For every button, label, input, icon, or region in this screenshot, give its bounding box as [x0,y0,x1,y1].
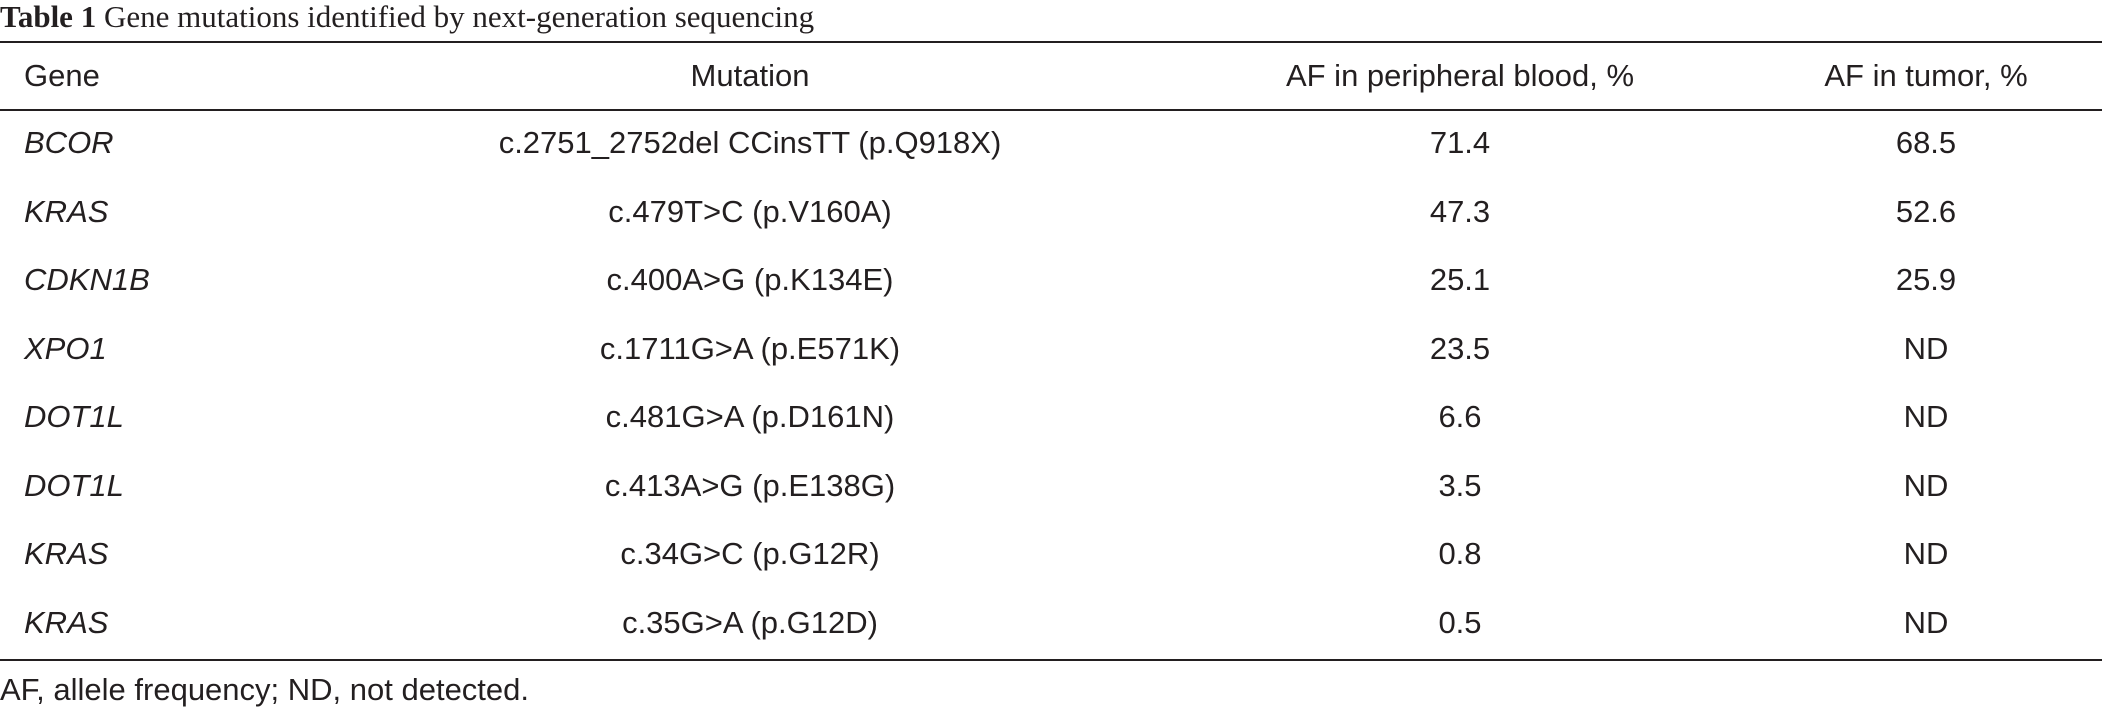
mutation-cell: c.34G>C (p.G12R) [620,536,880,572]
gene-cell: KRAS [24,193,109,229]
mutation-cell: c.1711G>A (p.E571K) [599,330,901,366]
mutations-table: Gene Mutation AF in peripheral blood, % … [0,43,2102,657]
table-row: XPO1 c.1711G>A (p.E571K) 23.5 ND [0,315,2102,384]
table-row: KRAS c.34G>C (p.G12R) 0.8 ND [0,520,2102,589]
table-row: KRAS c.35G>A (p.G12D) 0.5 ND [0,589,2102,658]
table-header-rule [0,109,2102,111]
af-blood-cell: 71.4 [1429,125,1491,161]
af-blood-cell: 23.5 [1429,330,1491,366]
table-footnote: AF, allele frequency; ND, not detected. [0,672,530,707]
af-blood-cell: 47.3 [1429,193,1491,229]
mutation-cell: c.2751_2752del CCinsTT (p.Q918X) [498,125,1002,161]
af-tumor-cell: 68.5 [1895,125,1957,161]
af-tumor-cell: ND [1903,330,1949,366]
table-bottom-rule [0,659,2102,661]
gene-cell: KRAS [24,536,109,572]
table-row: DOT1L c.481G>A (p.D161N) 6.6 ND [0,383,2102,452]
table-caption-text: Gene mutations identified by next-genera… [103,0,815,34]
af-blood-cell: 25.1 [1429,262,1491,298]
af-blood-cell: 0.8 [1438,536,1482,572]
table-caption-label: Table 1 [0,0,97,34]
mutation-cell: c.400A>G (p.K134E) [606,262,894,298]
af-blood-cell: 6.6 [1438,399,1482,435]
column-header-af-blood: AF in peripheral blood, % [1285,58,1635,93]
table-header-row: Gene Mutation AF in peripheral blood, % … [0,43,2102,109]
gene-cell: KRAS [24,604,109,640]
af-tumor-cell: ND [1903,399,1949,435]
table-caption: Table 1 Gene mutations identified by nex… [0,0,814,40]
table-row: CDKN1B c.400A>G (p.K134E) 25.1 25.9 [0,246,2102,315]
column-header-mutation: Mutation [690,58,810,93]
gene-cell: CDKN1B [24,262,150,298]
mutation-cell: c.481G>A (p.D161N) [605,399,895,435]
column-header-af-tumor: AF in tumor, % [1824,58,2028,93]
gene-cell: DOT1L [24,399,124,435]
mutation-cell: c.413A>G (p.E138G) [604,467,896,503]
gene-cell: DOT1L [24,467,124,503]
mutation-cell: c.479T>C (p.V160A) [608,193,892,229]
af-tumor-cell: ND [1903,604,1949,640]
af-tumor-cell: 52.6 [1895,193,1957,229]
table-top-rule [0,41,2102,43]
af-tumor-cell: 25.9 [1895,262,1957,298]
af-tumor-cell: ND [1903,467,1949,503]
gene-cell: BCOR [24,125,114,161]
table-row: KRAS c.479T>C (p.V160A) 47.3 52.6 [0,178,2102,247]
table-row: BCOR c.2751_2752del CCinsTT (p.Q918X) 71… [0,109,2102,178]
column-header-gene: Gene [24,58,100,93]
gene-cell: XPO1 [24,330,107,366]
af-blood-cell: 3.5 [1438,467,1482,503]
af-tumor-cell: ND [1903,536,1949,572]
table-row: DOT1L c.413A>G (p.E138G) 3.5 ND [0,452,2102,521]
mutation-cell: c.35G>A (p.G12D) [622,604,878,640]
af-blood-cell: 0.5 [1438,604,1482,640]
